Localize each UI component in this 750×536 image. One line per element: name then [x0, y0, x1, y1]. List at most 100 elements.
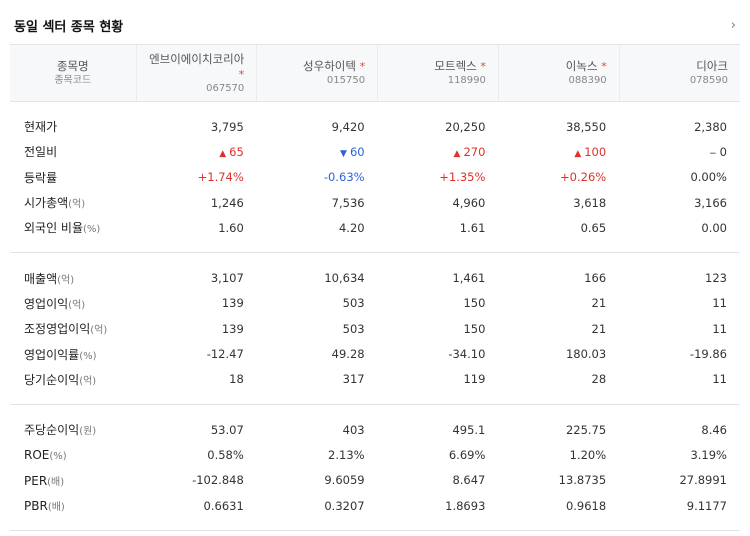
cell-value: 0.00% [690, 170, 727, 185]
cell-value: 166 [584, 271, 607, 286]
value-cell: 4.20 [256, 215, 378, 254]
stock-name[interactable]: 모트렉스 [434, 59, 477, 73]
header-code-label: 종목코드 [54, 75, 92, 86]
stock-name[interactable]: 성우하이텍 [303, 59, 356, 73]
value-cell: 4,960 [378, 190, 499, 215]
value-cell: 13.8735 [498, 468, 619, 493]
cell-value: 0.00 [701, 220, 727, 235]
cell-value: 3,618 [573, 195, 607, 210]
table-row-operating-margin: 영업이익률(%) -12.47 49.28 -34.10 180.03 -19.86 [10, 341, 740, 366]
cell-value: 65 [229, 144, 244, 159]
value-cell: ▲ 270 [378, 139, 499, 164]
stock-header-4[interactable]: 디아크 078590 [618, 44, 740, 102]
row-label: 주당순이익(원) [10, 404, 136, 442]
value-cell: -102.848 [136, 468, 257, 493]
cell-value: 13.8735 [558, 473, 607, 488]
cell-value: 11 [712, 321, 727, 336]
cell-value: 1.60 [218, 220, 244, 235]
cell-value: 139 [221, 296, 244, 311]
cell-value: 0.6631 [203, 498, 244, 513]
value-cell: ▼ 60 [257, 139, 378, 164]
cell-value: 2.13% [328, 447, 365, 462]
value-cell: 10,634 [257, 253, 378, 291]
table-row-change-rate: 등락률 +1.74% -0.63% +1.35% +0.26% 0.00% [10, 165, 740, 190]
stock-name[interactable]: 엔브이에이치코리아 [149, 51, 245, 66]
star-mark: * [238, 67, 245, 81]
chevron-right-icon[interactable]: › [730, 18, 736, 33]
row-unit: (억) [68, 199, 86, 211]
cell-value: 139 [221, 321, 244, 336]
star-mark: * [601, 60, 607, 73]
row-label-text: 외국인 비율 [24, 221, 84, 236]
stock-header-2[interactable]: 모트렉스 * 118990 [377, 44, 499, 102]
cell-value: 38,550 [565, 119, 607, 134]
table-row-net-income: 당기순이익(억) 18 317 119 28 11 [10, 366, 740, 405]
row-label: 조정영업이익(억) [10, 316, 136, 341]
cell-value: 4,960 [452, 195, 486, 210]
triangle-up-icon: ▲ [219, 148, 227, 159]
value-cell: 11 [619, 291, 740, 316]
value-cell: 20,250 [378, 102, 499, 140]
cell-value: 150 [463, 321, 486, 336]
table-row-per: PER(배) -102.848 9.6059 8.647 13.8735 27.8991 [10, 468, 740, 493]
row-label: PER(배) [10, 468, 136, 493]
value-cell: 139 [136, 316, 257, 341]
value-cell: +0.26% [498, 165, 619, 190]
cell-value: 49.28 [331, 347, 365, 362]
row-unit: (억) [57, 274, 75, 286]
cell-value: 0.58% [207, 447, 244, 462]
value-cell: 9.1177 [619, 492, 740, 532]
value-cell: 503 [257, 316, 378, 341]
value-cell: 317 [256, 366, 378, 405]
cell-value: 21 [591, 321, 607, 336]
value-cell: 503 [257, 291, 378, 316]
value-cell: 3,795 [136, 102, 257, 140]
row-label: 당기순이익(억) [10, 366, 136, 405]
cell-value: 53.07 [210, 422, 244, 437]
value-cell: 11 [619, 316, 740, 341]
row-unit: (배) [47, 476, 65, 488]
cell-value: 3,107 [210, 271, 244, 286]
value-cell: 0.9618 [498, 492, 620, 532]
cell-value: 60 [349, 144, 365, 159]
value-cell: 0.65 [498, 215, 620, 254]
value-cell: 180.03 [498, 341, 619, 366]
stock-header-1[interactable]: 성우하이텍 * 015750 [256, 44, 378, 102]
value-cell: 3.19% [619, 442, 740, 467]
row-label: 등락률 [10, 165, 136, 190]
cell-value: 21 [591, 296, 607, 311]
stock-name[interactable]: 디아크 [696, 59, 728, 73]
value-cell: 403 [257, 404, 378, 442]
cell-value: -0.63% [323, 170, 365, 185]
cell-value: +1.74% [197, 170, 244, 185]
cell-value: 1.20% [569, 447, 607, 462]
cell-value: 9,420 [331, 119, 365, 134]
cell-value: 0.3207 [324, 498, 365, 513]
row-label: 영업이익(억) [10, 291, 136, 316]
cell-value: -12.47 [206, 347, 244, 362]
cell-value: 9.6059 [324, 473, 365, 488]
row-unit: (%) [79, 350, 97, 362]
row-label: PBR(배) [10, 492, 136, 532]
value-cell: 1.20% [498, 442, 619, 467]
stock-code: 015750 [326, 75, 366, 86]
row-label: 매출액(억) [10, 253, 136, 291]
stock-name[interactable]: 이녹스 [565, 59, 598, 73]
row-unit: (억) [79, 375, 97, 387]
value-cell: -34.10 [378, 341, 499, 366]
value-cell: 21 [498, 316, 619, 341]
row-unit: (억) [68, 299, 86, 311]
cell-value: 3,795 [210, 119, 244, 134]
cell-value: 0 [719, 144, 727, 159]
value-cell: 0.58% [136, 442, 257, 467]
row-label-text: 시가총액 [24, 196, 69, 211]
value-cell: 7,536 [257, 190, 378, 215]
value-cell: 139 [136, 291, 257, 316]
triangle-up-icon: ▲ [574, 148, 582, 159]
stock-header-0[interactable]: 엔브이에이치코리아 * 067570 [135, 44, 257, 102]
cell-value: +1.35% [439, 170, 486, 185]
cell-value: 1.8693 [445, 498, 486, 513]
table-row-pbr: PBR(배) 0.6631 0.3207 1.8693 0.9618 9.1177 [10, 492, 740, 532]
sector-comparison-table: 종목명 종목코드 엔브이에이치코리아 * 067570 성우하이텍 * 0157… [10, 44, 740, 532]
stock-header-3[interactable]: 이녹스 * 088390 [497, 44, 620, 102]
